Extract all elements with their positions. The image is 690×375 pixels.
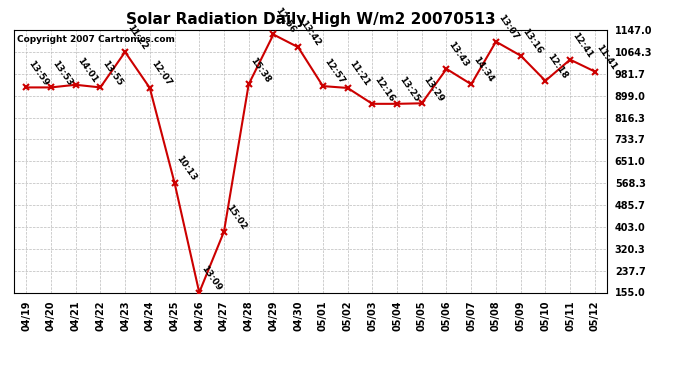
Text: 13:53: 13:53 [51,59,75,87]
Text: 15:38: 15:38 [248,56,273,84]
Text: 13:25: 13:25 [397,75,421,104]
Text: 10:13: 10:13 [175,154,198,183]
Text: 13:59: 13:59 [26,59,50,87]
Text: 12:16: 12:16 [373,75,396,104]
Text: 13:16: 13:16 [521,27,544,56]
Text: 11:41: 11:41 [595,43,619,72]
Text: 11:21: 11:21 [348,59,371,88]
Text: 15:02: 15:02 [224,203,248,232]
Text: 14:34: 14:34 [471,56,495,84]
Text: 14:01: 14:01 [76,56,99,85]
Text: Copyright 2007 Cartronics.com: Copyright 2007 Cartronics.com [17,35,175,44]
Text: 12:41: 12:41 [570,31,594,60]
Text: 12:57: 12:57 [323,57,347,86]
Text: 13:29: 13:29 [422,75,446,103]
Text: 12:18: 12:18 [545,52,569,81]
Text: 13:07: 13:07 [496,13,520,42]
Text: 13:43: 13:43 [446,40,471,69]
Text: 11:22: 11:22 [125,23,149,52]
Text: 12:07: 12:07 [150,59,174,88]
Text: 12:56: 12:56 [273,6,297,34]
Text: 13:09: 13:09 [199,264,223,292]
Text: 13:42: 13:42 [298,18,322,47]
Title: Solar Radiation Daily High W/m2 20070513: Solar Radiation Daily High W/m2 20070513 [126,12,495,27]
Text: 13:55: 13:55 [100,59,124,87]
